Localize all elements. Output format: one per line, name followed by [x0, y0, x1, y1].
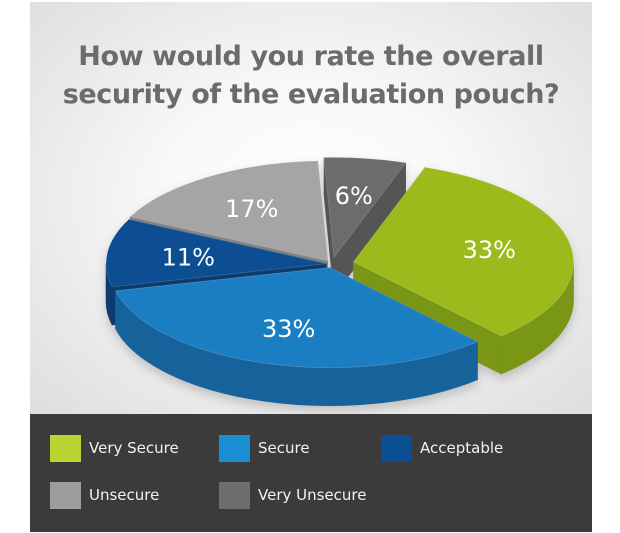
chart-card: How would you rate the overall security …	[30, 2, 592, 532]
pie-slice-top-secure	[114, 267, 479, 369]
pie-group	[105, 156, 574, 406]
legend-label-secure: Secure	[258, 439, 310, 457]
legend-swatch-unsecure	[50, 481, 81, 509]
pie-slice-very-unsecure	[323, 156, 407, 297]
legend-swatch-very-secure	[50, 434, 81, 462]
data-label-acceptable: 11%	[162, 244, 215, 272]
pie-slice-top-very-secure	[352, 166, 574, 337]
pie-chart: 33% 33% 11% 17% 6%	[105, 156, 574, 406]
legend-label-very-unsecure: Very Unsecure	[258, 486, 367, 504]
legend: Very Secure Secure Acceptable Unsecure V…	[30, 414, 592, 532]
legend-swatch-secure	[219, 434, 250, 462]
legend-item-very-unsecure: Very Unsecure	[219, 481, 367, 509]
pie-slice-top-very-unsecure	[323, 156, 407, 259]
pie-slice-secure	[114, 267, 479, 406]
data-label-very-secure: 33%	[463, 236, 516, 264]
legend-label-acceptable: Acceptable	[420, 439, 504, 457]
data-label-unsecure: 17%	[225, 195, 278, 223]
pie-slice-top-unsecure	[129, 160, 329, 262]
legend-swatch-acceptable	[381, 434, 412, 462]
chart-title: How would you rate the overall security …	[30, 38, 592, 114]
chart-title-line-2: security of the evaluation pouch?	[62, 79, 560, 110]
data-label-secure: 33%	[262, 315, 315, 343]
pie-labels: 33% 33% 11% 17% 6%	[162, 182, 516, 343]
data-label-very-unsecure: 6%	[335, 182, 373, 210]
chart-area: How would you rate the overall security …	[30, 2, 592, 414]
legend-swatch-very-unsecure	[219, 481, 250, 509]
legend-item-acceptable: Acceptable	[381, 434, 503, 462]
legend-label-very-secure: Very Secure	[89, 439, 179, 457]
legend-item-unsecure: Unsecure	[50, 481, 159, 509]
legend-item-secure: Secure	[219, 434, 310, 462]
legend-item-very-secure: Very Secure	[50, 434, 179, 462]
legend-label-unsecure: Unsecure	[89, 486, 160, 504]
chart-title-line-1: How would you rate the overall	[78, 41, 544, 72]
pie-slice-top-acceptable	[105, 219, 327, 288]
